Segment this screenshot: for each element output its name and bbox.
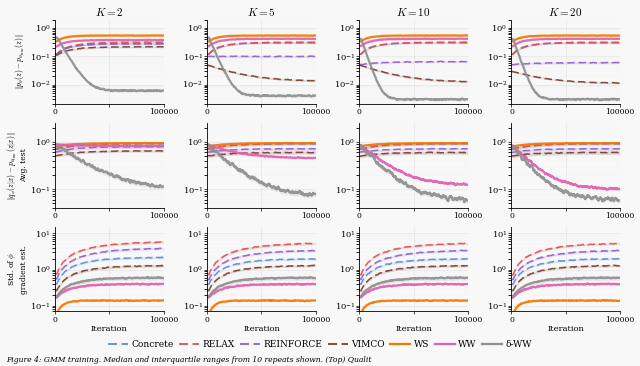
Legend: Concrete, RELAX, REINFORCE, VIMCO, WS, WW, δ-WW: Concrete, RELAX, REINFORCE, VIMCO, WS, W…: [104, 336, 536, 352]
Text: Figure 4: GMM training. Median and interquartile ranges from 10 repeats shown. (: Figure 4: GMM training. Median and inter…: [6, 356, 372, 364]
X-axis label: Iteration: Iteration: [243, 325, 280, 333]
Title: $K = 20$: $K = 20$: [548, 5, 583, 18]
Y-axis label: $\|q_\phi(z|x) - p_{\theta_{\rm true}}(z|x)\|$
Avg. test: $\|q_\phi(z|x) - p_{\theta_{\rm true}}(z…: [6, 131, 28, 201]
Y-axis label: $\|p_\theta(z) - p_{\theta_{\rm true}}(z)\|$: $\|p_\theta(z) - p_{\theta_{\rm true}}(z…: [14, 34, 28, 90]
Y-axis label: Std. of $\phi$
gradient est.: Std. of $\phi$ gradient est.: [6, 245, 28, 294]
X-axis label: Iteration: Iteration: [91, 325, 128, 333]
X-axis label: Iteration: Iteration: [547, 325, 584, 333]
Title: $K = 10$: $K = 10$: [396, 5, 431, 18]
Title: $K = 5$: $K = 5$: [247, 5, 276, 18]
X-axis label: Iteration: Iteration: [395, 325, 432, 333]
Title: $K = 2$: $K = 2$: [95, 5, 124, 18]
